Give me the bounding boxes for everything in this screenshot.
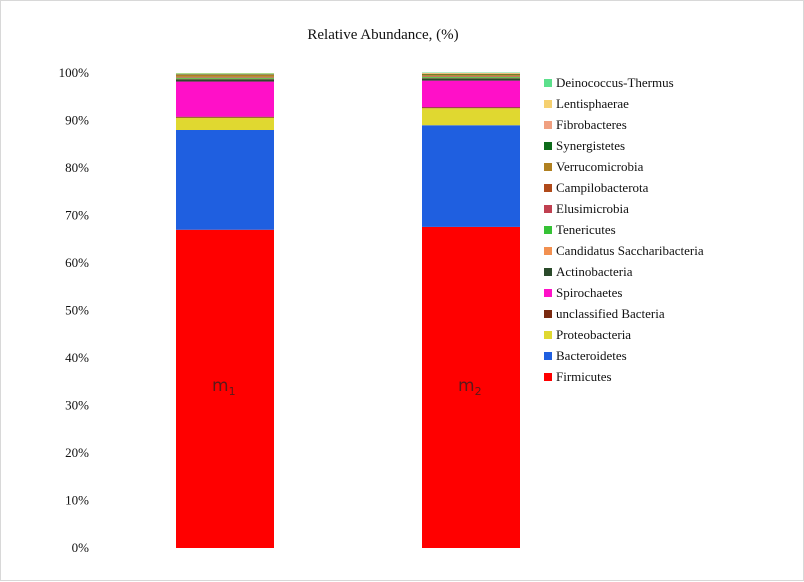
- bar-segment-proteobacteria: [176, 118, 274, 130]
- bar-m1: [176, 73, 274, 548]
- legend-swatch: [544, 142, 552, 150]
- bar-segment-verrucomicrobia: [176, 75, 274, 77]
- legend-label: Lentisphaerae: [556, 96, 629, 111]
- legend-label: Deinococcus-Thermus: [556, 75, 674, 90]
- legend-item-bacteroidetes: Bacteroidetes: [544, 348, 627, 363]
- legend-item-elusimicrobia: Elusimicrobia: [544, 201, 629, 216]
- y-tick-label: 90%: [65, 113, 89, 128]
- bar-segment-bacteroidetes: [422, 125, 520, 227]
- legend-item-candidatus-saccharibacteria: Candidatus Saccharibacteria: [544, 243, 704, 258]
- bar-segment-unclassified-bacteria: [422, 107, 520, 108]
- legend-swatch: [544, 310, 552, 318]
- legend-swatch: [544, 121, 552, 129]
- y-tick-label: 80%: [65, 160, 89, 175]
- bar-segment-verrucomicrobia: [422, 74, 520, 75]
- legend-item-actinobacteria: Actinobacteria: [544, 264, 633, 279]
- legend-item-deinococcus-thermus: Deinococcus-Thermus: [544, 75, 674, 90]
- legend-label: Firmicutes: [556, 369, 612, 384]
- legend-item-proteobacteria: Proteobacteria: [544, 327, 631, 342]
- legend-swatch: [544, 331, 552, 339]
- legend-label: Candidatus Saccharibacteria: [556, 243, 704, 258]
- y-tick-label: 20%: [65, 445, 89, 460]
- y-tick-label: 0%: [72, 540, 90, 555]
- legend-item-spirochaetes: Spirochaetes: [544, 285, 622, 300]
- legend-swatch: [544, 163, 552, 171]
- bar-m2: [422, 73, 520, 548]
- legend-swatch: [544, 79, 552, 87]
- legend-label: Bacteroidetes: [556, 348, 627, 363]
- legend-swatch: [544, 247, 552, 255]
- y-axis-ticks: 0% 10% 20% 30% 40% 50% 60% 70% 80% 90% 100%: [59, 65, 90, 555]
- legend-label: Elusimicrobia: [556, 201, 629, 216]
- y-tick-label: 100%: [59, 65, 90, 80]
- bar-segment-actinobacteria: [176, 79, 274, 81]
- legend-item-lentisphaerae: Lentisphaerae: [544, 96, 629, 111]
- y-tick-label: 10%: [65, 493, 89, 508]
- chart-title: Relative Abundance, (%): [307, 27, 458, 43]
- legend-item-firmicutes: Firmicutes: [544, 369, 612, 384]
- legend: Deinococcus-Thermus Lentisphaerae Fibrobac…: [544, 75, 704, 384]
- legend-swatch: [544, 100, 552, 108]
- legend-label: Fibrobacteres: [556, 117, 627, 132]
- bar-segment-tenericutes: [176, 78, 274, 79]
- legend-item-campilobacterota: Campilobacterota: [544, 180, 649, 195]
- bar-segment-bacteroidetes: [176, 130, 274, 230]
- legend-item-tenericutes: Tenericutes: [544, 222, 616, 237]
- legend-label: unclassified Bacteria: [556, 306, 665, 321]
- legend-swatch: [544, 184, 552, 192]
- legend-swatch: [544, 373, 552, 381]
- legend-swatch: [544, 205, 552, 213]
- legend-item-fibrobacteres: Fibrobacteres: [544, 117, 627, 132]
- y-tick-label: 30%: [65, 398, 89, 413]
- y-tick-label: 40%: [65, 350, 89, 365]
- bar-segment-tenericutes: [422, 77, 520, 78]
- legend-item-unclassified-bacteria: unclassified Bacteria: [544, 306, 665, 321]
- bars: [176, 73, 520, 548]
- legend-item-verrucomicrobia: Verrucomicrobia: [544, 159, 644, 174]
- bar-segment-proteobacteria: [422, 108, 520, 125]
- legend-swatch: [544, 268, 552, 276]
- bar-segment-spirochaetes: [176, 82, 274, 117]
- legend-label: Proteobacteria: [556, 327, 631, 342]
- legend-swatch: [544, 226, 552, 234]
- bar-segment-actinobacteria: [422, 78, 520, 80]
- legend-label: Tenericutes: [556, 222, 616, 237]
- legend-label: Spirochaetes: [556, 285, 622, 300]
- legend-swatch: [544, 289, 552, 297]
- y-tick-label: 50%: [65, 303, 89, 318]
- legend-label: Campilobacterota: [556, 180, 649, 195]
- legend-swatch: [544, 352, 552, 360]
- bar-segment-unclassified-bacteria: [176, 117, 274, 118]
- legend-label: Verrucomicrobia: [556, 159, 644, 174]
- y-tick-label: 70%: [65, 208, 89, 223]
- legend-label: Synergistetes: [556, 138, 625, 153]
- y-tick-label: 60%: [65, 255, 89, 270]
- bar-segment-spirochaetes: [422, 81, 520, 108]
- legend-item-synergistetes: Synergistetes: [544, 138, 625, 153]
- legend-label: Actinobacteria: [556, 264, 633, 279]
